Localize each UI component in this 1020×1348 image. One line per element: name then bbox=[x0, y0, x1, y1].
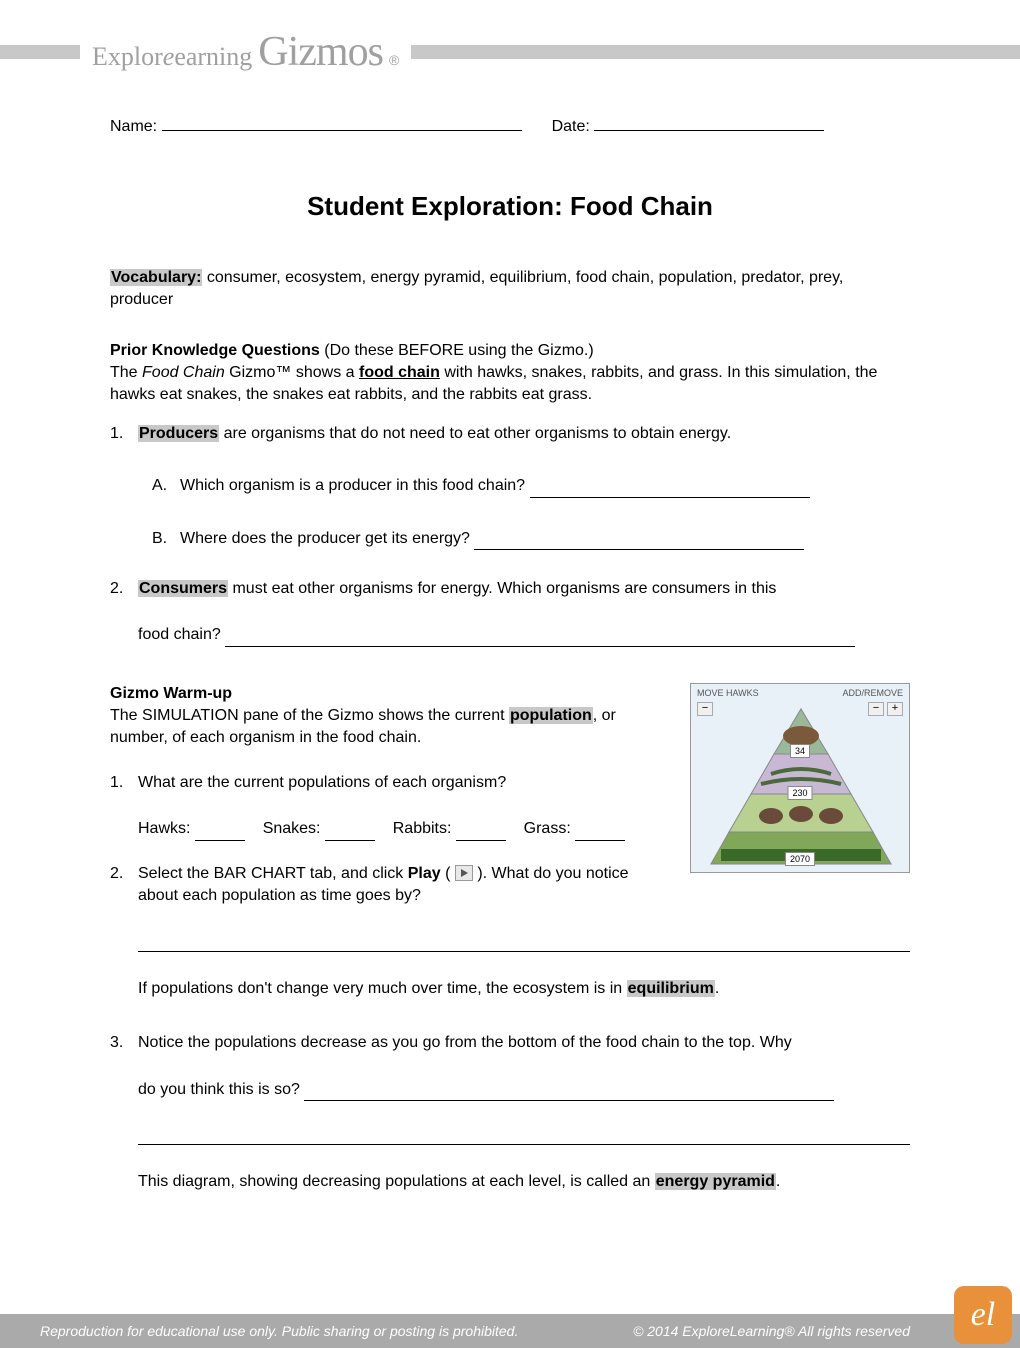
header-bar: Exploreearning Gizmos ® bbox=[0, 28, 1020, 76]
w1-snakes-blank[interactable] bbox=[325, 825, 375, 841]
q2-text-a: must eat other organisms for energy. Whi… bbox=[228, 580, 776, 597]
w2-continued: If populations don't change very much ov… bbox=[138, 929, 910, 1000]
w3-body: Notice the populations decrease as you g… bbox=[138, 1032, 910, 1194]
q1b-body: Where does the producer get its energy? bbox=[180, 528, 910, 550]
warmup-q1: 1. What are the current populations of e… bbox=[110, 772, 672, 841]
w3-blank-1[interactable] bbox=[304, 1085, 834, 1101]
footer-right: © 2014 ExploreLearning® All rights reser… bbox=[633, 1323, 910, 1339]
question-1: 1. Producers are organisms that do not n… bbox=[110, 423, 910, 550]
q1a-body: Which organism is a producer in this foo… bbox=[180, 475, 910, 497]
w2-blank[interactable] bbox=[138, 929, 910, 951]
brand-reg: ® bbox=[389, 52, 399, 68]
w2-equilibrium: If populations don't change very much ov… bbox=[138, 978, 910, 1000]
name-date-row: Name: Date: bbox=[110, 116, 910, 138]
page-content: Name: Date: Student Exploration: Food Ch… bbox=[0, 76, 1020, 1194]
warmup-text-col: Gizmo Warm-up The SIMULATION pane of the… bbox=[110, 683, 672, 908]
page-title: Student Exploration: Food Chain bbox=[110, 188, 910, 224]
prior-heading-tail: (Do these BEFORE using the Gizmo.) bbox=[320, 342, 594, 359]
w1-hawks-blank[interactable] bbox=[195, 825, 245, 841]
q1b-letter: B. bbox=[152, 528, 180, 550]
w3-blank-2[interactable] bbox=[138, 1123, 910, 1145]
header-rule-left bbox=[0, 45, 80, 59]
w3-energy-pyramid: This diagram, showing decreasing populat… bbox=[138, 1171, 910, 1193]
w1-num: 1. bbox=[110, 772, 138, 841]
vocabulary-section: Vocabulary: consumer, ecosystem, energy … bbox=[110, 267, 910, 312]
name-field: Name: bbox=[110, 116, 522, 138]
pop-rabbits: 2070 bbox=[785, 852, 815, 867]
footer-left: Reproduction for educational use only. P… bbox=[40, 1323, 518, 1339]
question-2: 2. Consumers must eat other organisms fo… bbox=[110, 578, 910, 647]
q1-text: are organisms that do not need to eat ot… bbox=[219, 425, 731, 442]
move-hawks-label: MOVE HAWKS bbox=[697, 687, 759, 700]
play-icon bbox=[455, 865, 473, 881]
q1-term: Producers bbox=[138, 425, 219, 442]
page-footer: Reproduction for educational use only. P… bbox=[0, 1314, 1020, 1348]
pop-snakes: 230 bbox=[787, 786, 812, 801]
brand-logo: Exploreearning Gizmos ® bbox=[92, 28, 399, 76]
w3-num: 3. bbox=[110, 1032, 138, 1194]
q1b-blank[interactable] bbox=[474, 534, 804, 550]
w1-rabbits-blank[interactable] bbox=[456, 825, 506, 841]
name-label: Name: bbox=[110, 118, 157, 135]
vocab-text: consumer, ecosystem, energy pyramid, equ… bbox=[110, 269, 843, 308]
vocab-label: Vocabulary: bbox=[110, 269, 202, 286]
header-rule-right bbox=[411, 45, 1020, 59]
warmup-q3: 3. Notice the populations decrease as yo… bbox=[110, 1032, 910, 1194]
q2-body: Consumers must eat other organisms for e… bbox=[138, 578, 910, 647]
q2-term: Consumers bbox=[138, 580, 228, 597]
prior-intro: The Food Chain Gizmo™ shows a food chain… bbox=[110, 364, 877, 403]
date-label: Date: bbox=[552, 118, 590, 135]
q1a: A. Which organism is a producer in this … bbox=[152, 475, 910, 497]
brand-explore: Exploreearning bbox=[92, 42, 252, 72]
pop-hawks: 34 bbox=[790, 744, 810, 759]
date-blank[interactable] bbox=[594, 130, 824, 131]
warmup-section: Gizmo Warm-up The SIMULATION pane of the… bbox=[110, 683, 910, 908]
q1a-letter: A. bbox=[152, 475, 180, 497]
warmup-heading: Gizmo Warm-up bbox=[110, 683, 672, 705]
energy-pyramid-figure: MOVE HAWKS ADD/REMOVE − − + bbox=[690, 683, 910, 873]
w1-body: What are the current populations of each… bbox=[138, 772, 672, 841]
w2-num: 2. bbox=[110, 863, 138, 908]
warmup-q2: 2. Select the BAR CHART tab, and click P… bbox=[110, 863, 672, 908]
q1-num: 1. bbox=[110, 423, 138, 550]
date-field: Date: bbox=[552, 116, 825, 138]
prior-knowledge-section: Prior Knowledge Questions (Do these BEFO… bbox=[110, 340, 910, 407]
prior-heading: Prior Knowledge Questions bbox=[110, 342, 320, 359]
brand-gizmos: Gizmos bbox=[258, 28, 383, 76]
q1-body: Producers are organisms that do not need… bbox=[138, 423, 910, 550]
q1b: B. Where does the producer get its energ… bbox=[152, 528, 910, 550]
addremove-label: ADD/REMOVE bbox=[842, 687, 903, 700]
name-blank[interactable] bbox=[162, 130, 522, 131]
q2-num: 2. bbox=[110, 578, 138, 647]
q2-blank[interactable] bbox=[225, 631, 855, 647]
footer-badge-icon: el bbox=[954, 1286, 1012, 1344]
q2-text-b: food chain? bbox=[138, 626, 225, 643]
q1a-blank[interactable] bbox=[530, 482, 810, 498]
warmup-intro: The SIMULATION pane of the Gizmo shows t… bbox=[110, 705, 672, 750]
w1-grass-blank[interactable] bbox=[575, 825, 625, 841]
w2-body: Select the BAR CHART tab, and click Play… bbox=[138, 863, 672, 908]
